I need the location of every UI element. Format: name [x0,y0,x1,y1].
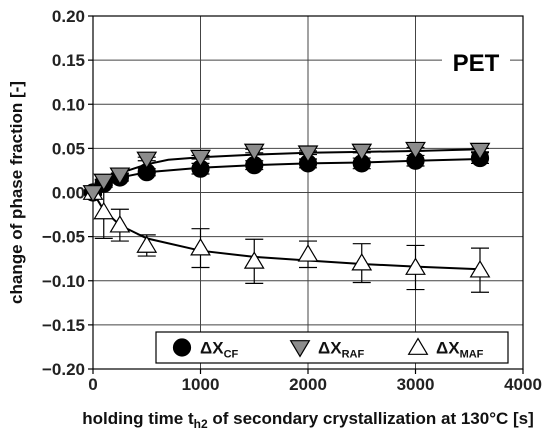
tick-layer: 0 1000 2000 3000 4000 −0.20 −0.15 −0.10 −0.05 0.0… [42,7,542,394]
data-point-maf [469,260,491,278]
x-tick-label: 0 [88,375,97,394]
data-point-raf [82,185,104,203]
y-tick-label: 0.15 [52,51,85,70]
x-axis-label-main: holding time t [82,409,194,428]
data-point-maf [190,237,211,256]
legend-label-sub: CF [224,349,239,361]
y-tick-label: −0.20 [42,360,85,379]
annotation-pet: PET [453,50,500,77]
data-point-raf [109,167,131,185]
data-point-raf [351,143,373,162]
legend-label-maf: ΔXMAF [436,339,484,361]
data-point-maf [136,235,158,253]
x-tick-label: 4000 [504,375,542,394]
legend-label-raf: ΔXRAF [318,339,364,361]
x-tick-label: 1000 [182,375,220,394]
legend-marker-raf [289,340,311,358]
legend-label-main: ΔX [318,339,342,358]
data-point-maf [109,215,131,233]
x-axis-label: holding time th2 of secondary crystalliz… [82,409,534,431]
legend: ΔXCF ΔXRAF ΔXMAF [155,331,509,364]
data-point-raf [136,151,158,170]
annotation-background [442,46,510,79]
data-point-maf [243,251,265,269]
data-point-maf [405,257,426,275]
x-tick-label: 2000 [289,375,327,394]
legend-marker-maf [407,337,429,355]
legend-label-main: ΔX [200,339,224,358]
x-axis-label-rest: of secondary crystallization at 130°C [s… [208,409,534,428]
data-point-raf [243,143,265,162]
data-point-raf [469,142,491,161]
data-point-raf [405,141,426,160]
fit-line-maf [92,191,481,271]
legend-label-cf: ΔXCF [200,339,239,361]
x-tick-label: 3000 [397,375,435,394]
legend-marker-cf [172,338,192,357]
annotation-layer: PET [442,46,510,79]
data-point-raf [93,173,115,192]
y-tick-label: 0.05 [52,139,85,158]
legend-label-sub: RAF [342,349,365,361]
data-point-maf [297,244,319,262]
data-point-raf [297,145,319,163]
y-tick-label: −0.05 [42,228,85,247]
y-tick-label: 0.10 [52,95,85,114]
y-tick-label: 0.20 [52,7,85,26]
data-point-maf [351,253,373,271]
legend-label-sub: MAF [460,349,484,361]
legend-box [155,331,509,364]
y-tick-label: 0.00 [52,184,85,203]
marker-layer [82,141,491,278]
data-point-raf [190,149,211,168]
legend-label-main: ΔX [436,339,460,358]
y-tick-label: −0.10 [42,272,85,291]
y-tick-label: −0.15 [42,316,85,335]
y-axis-label: change of phase fraction [-] [7,81,26,304]
data-point-maf [93,201,115,220]
x-axis-label-sub: h2 [194,417,208,431]
